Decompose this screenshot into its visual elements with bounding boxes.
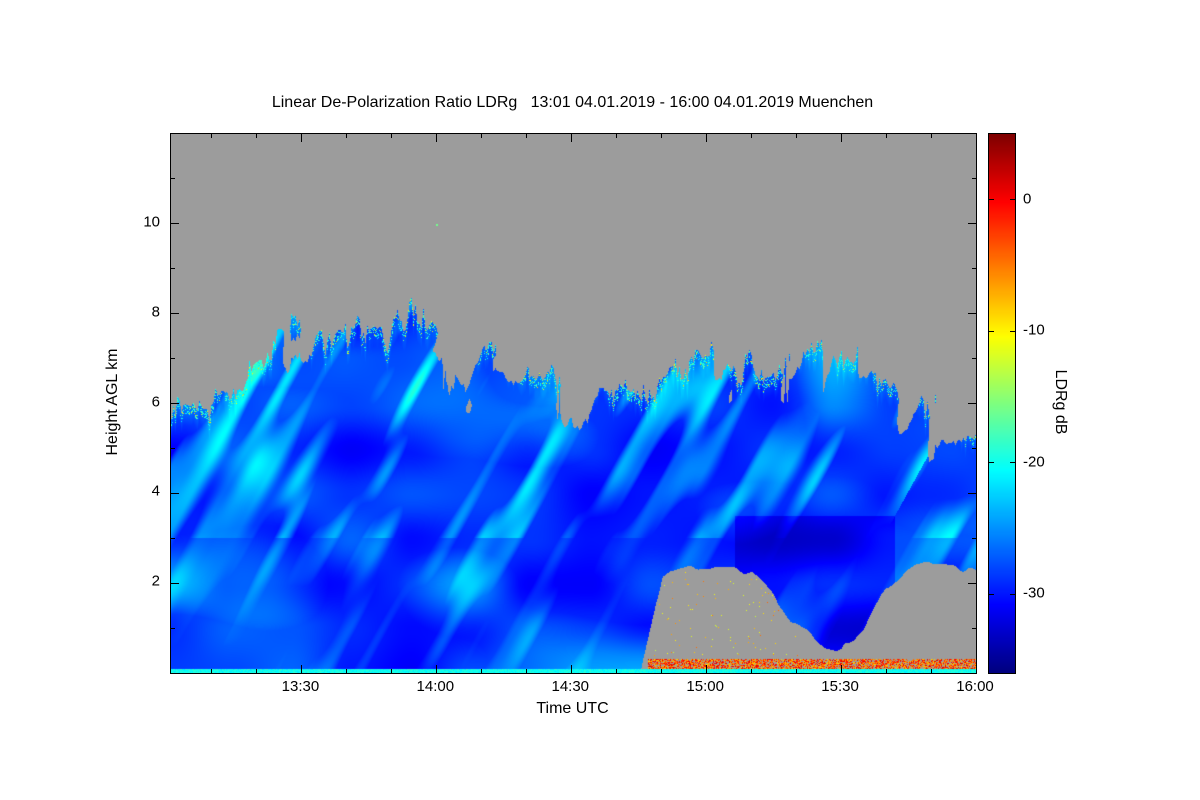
cbar-tick-label: -20	[1023, 453, 1045, 471]
y-major-tick	[171, 223, 179, 225]
x-tick-label: 15:00	[686, 678, 724, 695]
plot-area	[170, 133, 977, 674]
y-major-tick	[171, 492, 179, 494]
x-minor-tick-top	[885, 134, 887, 138]
x-major-tick	[435, 665, 437, 673]
y-major-tick-right	[968, 582, 976, 584]
y-minor-tick	[171, 268, 175, 270]
cbar-tick	[1010, 593, 1015, 595]
x-minor-tick	[885, 669, 887, 673]
x-tick-label: 16:00	[956, 678, 994, 695]
y-tick-label: 6	[151, 393, 160, 411]
x-minor-tick-top	[480, 134, 482, 138]
ldr-heatmap	[171, 134, 976, 673]
y-minor-tick	[171, 627, 175, 629]
x-minor-tick-top	[615, 134, 617, 138]
colorbar	[988, 133, 1016, 674]
x-major-tick-top	[975, 134, 977, 142]
cbar-tick-label: -10	[1023, 321, 1045, 339]
x-major-tick-top	[435, 134, 437, 142]
x-minor-tick-top	[390, 134, 392, 138]
x-tick-label: 15:30	[821, 678, 859, 695]
y-major-tick-right	[968, 313, 976, 315]
y-tick-label: 2	[151, 572, 160, 590]
y-minor-tick-right	[972, 447, 976, 449]
x-major-tick	[840, 665, 842, 673]
y-major-tick	[171, 313, 179, 315]
y-minor-tick-right	[972, 268, 976, 270]
x-tick-label: 13:30	[281, 678, 320, 695]
x-minor-tick-top	[210, 134, 212, 138]
x-tick-label: 14:00	[416, 678, 455, 695]
x-major-tick	[705, 665, 707, 673]
x-minor-tick-top	[255, 134, 257, 138]
y-minor-tick	[171, 447, 175, 449]
x-major-tick	[300, 665, 302, 673]
cbar-tick-left	[989, 462, 994, 464]
x-minor-tick	[795, 669, 797, 673]
cbar-tick-left	[989, 593, 994, 595]
x-minor-tick	[210, 669, 212, 673]
x-major-tick-top	[840, 134, 842, 142]
cbar-tick	[1010, 199, 1015, 201]
x-axis-label: Time UTC	[536, 700, 609, 717]
colorbar-label: LDRg dB	[1052, 369, 1069, 435]
cbar-tick-left	[989, 199, 994, 201]
y-tick-label: 8	[151, 303, 160, 321]
y-major-tick-right	[968, 403, 976, 404]
x-major-tick	[570, 665, 572, 673]
cbar-tick	[1010, 462, 1015, 464]
chart-title: Linear De-Polarization Ratio LDRg 13:01 …	[271, 94, 874, 111]
y-minor-tick	[171, 537, 175, 539]
x-major-tick-top	[570, 134, 572, 142]
x-major-tick-top	[300, 134, 302, 142]
cbar-tick-label: -30	[1023, 584, 1045, 602]
x-minor-tick-top	[345, 134, 347, 138]
y-minor-tick	[171, 178, 175, 180]
x-minor-tick-top	[660, 134, 662, 138]
y-minor-tick	[171, 358, 175, 360]
y-major-tick	[171, 403, 179, 404]
y-minor-tick-right	[972, 358, 976, 360]
x-major-tick-top	[705, 134, 707, 142]
x-tick-label: 14:30	[551, 678, 590, 695]
x-minor-tick-top	[750, 134, 752, 138]
x-minor-tick-top	[525, 134, 527, 138]
y-minor-tick-right	[972, 178, 976, 180]
x-minor-tick	[930, 669, 932, 673]
x-minor-tick	[750, 669, 752, 673]
cbar-tick-left	[989, 330, 994, 332]
y-major-tick-right	[968, 492, 976, 494]
x-minor-tick	[480, 669, 482, 673]
x-minor-tick	[390, 669, 392, 673]
x-minor-tick	[525, 669, 527, 673]
colorbar-gradient	[989, 134, 1015, 673]
x-major-tick	[975, 665, 977, 673]
y-minor-tick-right	[972, 537, 976, 539]
x-minor-tick-top	[930, 134, 932, 138]
y-tick-label: 4	[151, 482, 160, 500]
x-minor-tick-top	[795, 134, 797, 138]
x-minor-tick	[615, 669, 617, 673]
x-minor-tick	[255, 669, 257, 673]
x-minor-tick	[345, 669, 347, 673]
y-minor-tick-right	[972, 627, 976, 629]
x-minor-tick	[660, 669, 662, 673]
y-major-tick-right	[968, 223, 976, 225]
y-tick-label: 10	[143, 213, 160, 231]
cbar-tick-label: 0	[1023, 190, 1032, 208]
y-major-tick	[171, 582, 179, 584]
cbar-tick	[1010, 330, 1015, 332]
